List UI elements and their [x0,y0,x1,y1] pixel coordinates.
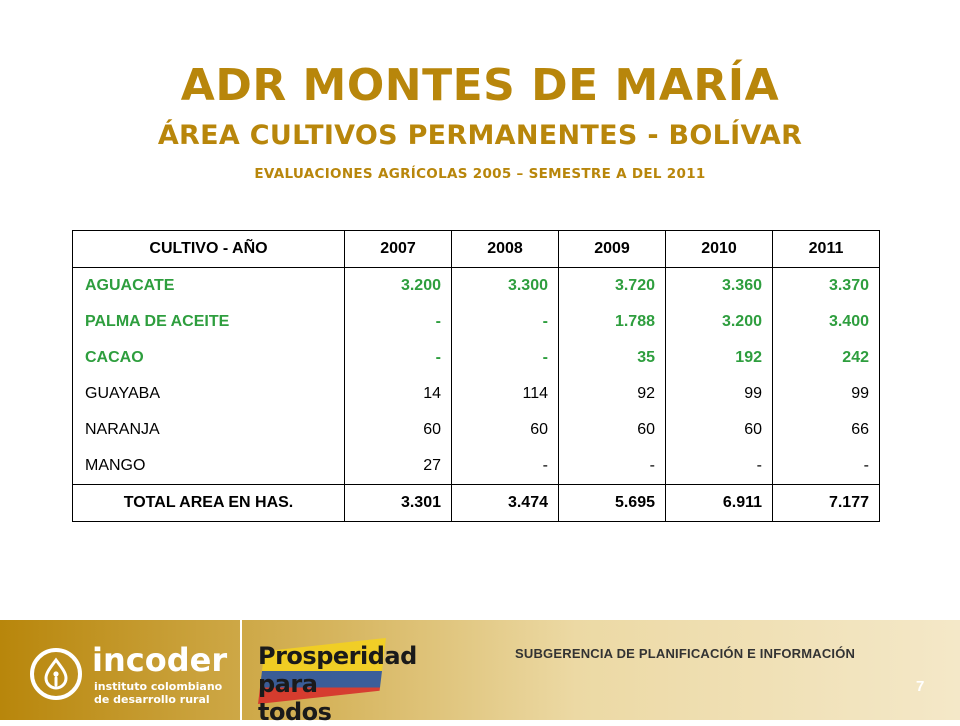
footer-band: incoder instituto colombiano de desarrol… [0,620,960,726]
table-row: CACAO - - 35 192 242 [72,340,880,376]
crop-name: AGUACATE [72,267,345,304]
table-row: GUAYABA 14 114 92 99 99 [72,376,880,412]
crop-name: GUAYABA [72,376,345,412]
column-header: 2007 [344,230,452,268]
crop-name: MANGO [72,448,345,485]
cell-value: 60 [344,412,452,448]
incoder-logo: incoder instituto colombiano de desarrol… [30,640,240,706]
cell-value: 99 [772,376,880,412]
crop-name: PALMA DE ACEITE [72,304,345,340]
cell-value: - [451,340,559,376]
cell-value: 114 [451,376,559,412]
source-note: EVALUACIONES AGRÍCOLAS 2005 – SEMESTRE A… [254,166,706,182]
crop-area-table: CULTIVO - AÑO 2007 2008 2009 2010 2011 A… [72,230,880,522]
column-header: 2009 [558,230,666,268]
cell-value: 27 [344,448,452,485]
cell-value: 3.200 [665,304,773,340]
page-number: 7 [916,678,925,695]
column-header: 2010 [665,230,773,268]
table-header-row: CULTIVO - AÑO 2007 2008 2009 2010 2011 [72,230,880,268]
prosperidad-line1: Prosperidad [258,642,417,670]
cell-value: 3.720 [558,267,666,304]
table-row: AGUACATE 3.200 3.300 3.720 3.360 3.370 [72,267,880,304]
department-label: SUBGERENCIA DE PLANIFICACIÓN E INFORMACI… [515,646,856,661]
column-header: 2011 [772,230,880,268]
total-row: TOTAL AREA EN HAS. 3.301 3.474 5.695 6.9… [72,484,880,522]
cell-value: - [558,448,666,485]
cell-value: 3.300 [451,267,559,304]
cell-value: 66 [772,412,880,448]
cell-value: 3.370 [772,267,880,304]
cell-value: 60 [558,412,666,448]
crop-name: CACAO [72,340,345,376]
prosperidad-line2: para todos [258,670,332,726]
table-row: PALMA DE ACEITE - - 1.788 3.200 3.400 [72,304,880,340]
cell-value: 3.400 [772,304,880,340]
cell-value: 192 [665,340,773,376]
title-block: ADR MONTES DE MARÍA ÁREA CULTIVOS PERMAN… [0,58,960,184]
drop-icon [44,657,68,690]
table-row: NARANJA 60 60 60 60 66 [72,412,880,448]
column-header: 2008 [451,230,559,268]
total-value: 6.911 [665,484,773,522]
crop-name: NARANJA [72,412,345,448]
incoder-subtitle-line1: instituto colombiano [94,680,223,693]
cell-value: - [344,340,452,376]
cell-value: 14 [344,376,452,412]
main-title: ADR MONTES DE MARÍA [180,60,780,111]
table-row: MANGO 27 - - - - [72,448,880,485]
incoder-subtitle-line2: de desarrollo rural [94,693,210,706]
incoder-circle-icon [30,648,82,700]
total-value: 3.474 [451,484,559,522]
cell-value: - [665,448,773,485]
subtitle: ÁREA CULTIVOS PERMANENTES - BOLÍVAR [157,120,803,151]
footer-divider [240,620,242,720]
cell-value: 99 [665,376,773,412]
incoder-wordmark: incoder [92,641,228,679]
prosperidad-logo: Prosperidad para todos [258,638,417,726]
total-value: 3.301 [344,484,452,522]
cell-value: - [344,304,452,340]
cell-value: 60 [665,412,773,448]
total-value: 7.177 [772,484,880,522]
cell-value: 3.360 [665,267,773,304]
cell-value: - [772,448,880,485]
cell-value: - [451,304,559,340]
total-value: 5.695 [558,484,666,522]
cell-value: 3.200 [344,267,452,304]
total-label: TOTAL AREA EN HAS. [72,484,345,522]
cell-value: 60 [451,412,559,448]
cell-value: 92 [558,376,666,412]
cell-value: 35 [558,340,666,376]
cell-value: 1.788 [558,304,666,340]
column-header: CULTIVO - AÑO [72,230,345,268]
cell-value: 242 [772,340,880,376]
cell-value: - [451,448,559,485]
